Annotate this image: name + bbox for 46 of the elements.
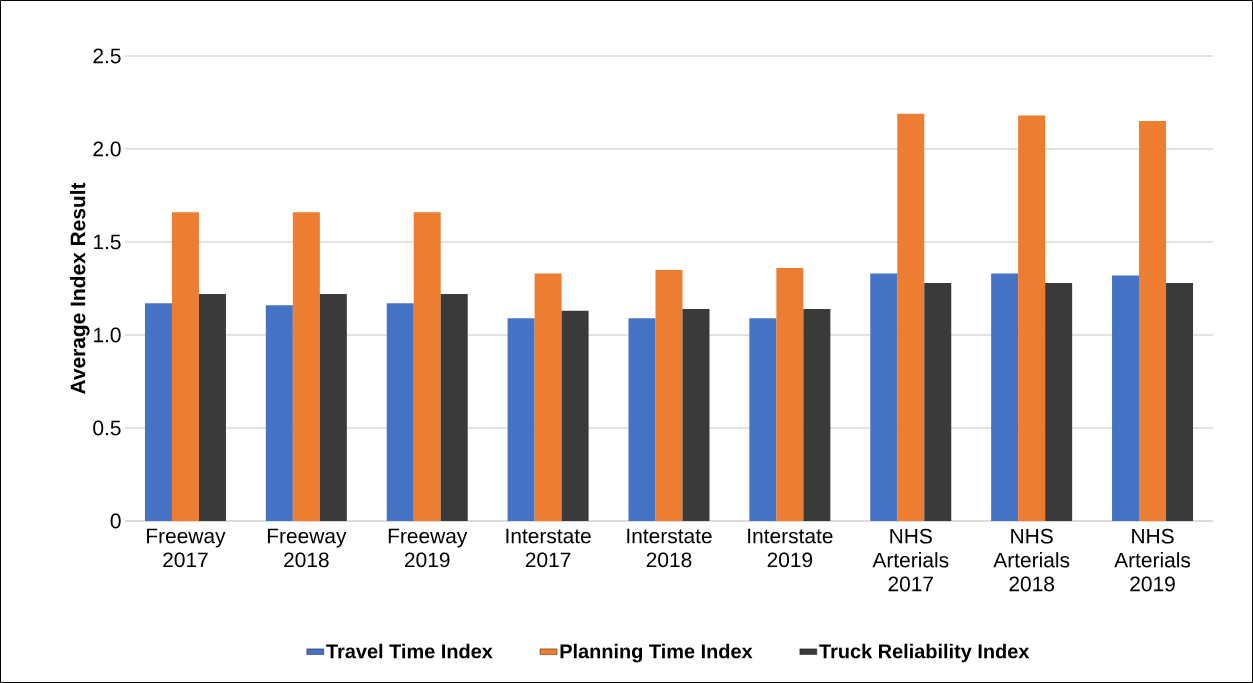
bar [870,273,898,521]
bar [413,212,441,521]
legend-label: Planning Time Index [560,643,753,663]
bar [655,269,683,521]
bar [1018,115,1046,521]
x-tick-label: Freeway 2019 [388,528,468,568]
y-tick-label: 0 [110,513,121,529]
bar [507,318,535,521]
y-tick-label: 2.5 [93,48,121,64]
x-tick-label: Freeway 2017 [147,528,226,568]
bar [1139,121,1167,521]
bar [803,308,831,521]
bar [991,273,1019,521]
bar [292,212,320,521]
bar [265,305,293,521]
bar [561,310,589,521]
y-tick-label: 2.0 [93,141,121,157]
x-tick-label: NHS Arterials 2019 [1114,528,1191,592]
bar [682,308,710,521]
x-tick-label: Interstate 2018 [627,528,712,568]
bar [628,318,656,521]
bar [144,303,172,521]
bar [1166,282,1194,521]
y-tick-label: 0.5 [93,420,121,436]
x-tick-label: Interstate 2019 [748,528,833,568]
bar [1112,275,1140,521]
bar [1045,282,1073,521]
x-tick-label: Freeway 2018 [267,528,347,568]
legend-label: Travel Time Index [326,643,493,659]
x-tick-label: Interstate 2017 [506,528,591,568]
x-tick-label: NHS Arterials 2018 [993,528,1070,592]
y-tick-label: 1.0 [94,327,121,343]
bar [171,212,199,521]
y-tick-label: 1.5 [94,234,121,250]
bar [776,268,804,521]
bar [386,303,414,521]
bar [440,294,468,521]
bar [534,273,562,521]
x-tick-label: NHS Arterials 2017 [872,528,949,592]
bar [319,294,347,521]
legend-label: Truck Reliability Index [819,643,1030,663]
y-axis-title: Average Index Result [69,182,90,394]
bar [749,318,777,521]
bar [897,113,925,521]
bar [924,282,952,521]
bar [198,294,226,521]
